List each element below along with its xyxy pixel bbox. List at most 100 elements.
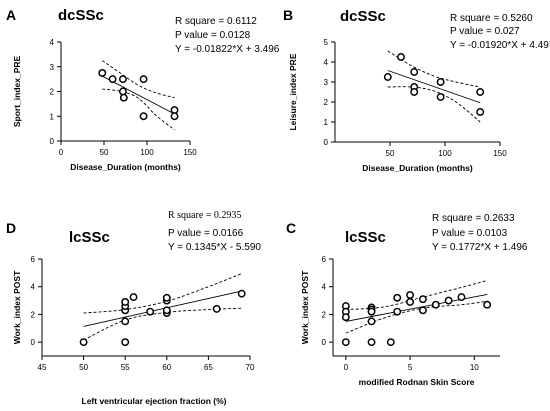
x-tick-label: 50 bbox=[79, 363, 88, 372]
ci-lower-band bbox=[83, 307, 242, 341]
data-point bbox=[436, 78, 445, 86]
stat-line: R square = 0.2935 bbox=[168, 210, 241, 221]
ci-upper-band bbox=[102, 60, 175, 99]
y-tick-label: 0 bbox=[50, 137, 55, 146]
panel-letter: A bbox=[6, 7, 16, 23]
x-axis-label: Left ventricular ejection fraction (%) bbox=[82, 396, 227, 406]
y-axis-label: Leisure_index PRE bbox=[288, 53, 298, 130]
stat-line: Y = 0.1772*X + 1.496 bbox=[432, 242, 528, 253]
y-tick-label: 4 bbox=[50, 38, 55, 47]
data-point bbox=[457, 293, 466, 302]
chart-title: lcSSc bbox=[69, 229, 110, 246]
data-point bbox=[393, 293, 402, 302]
data-point bbox=[406, 291, 415, 299]
data-point bbox=[79, 338, 88, 347]
data-point bbox=[410, 88, 419, 96]
x-axis-label: modified Rodnan Skin Score bbox=[359, 377, 475, 387]
panel-letter: B bbox=[283, 7, 293, 23]
x-tick-label: 50 bbox=[386, 149, 395, 158]
data-point bbox=[444, 296, 453, 305]
data-point bbox=[383, 73, 392, 81]
y-tick-label: 2 bbox=[324, 98, 329, 107]
data-point bbox=[418, 295, 427, 304]
data-point bbox=[170, 112, 179, 121]
y-tick-label: 5 bbox=[324, 38, 329, 47]
data-point bbox=[98, 68, 107, 77]
stat-line: P value = 0.027 bbox=[450, 26, 520, 37]
stat-line: Y = -0.01920*X + 4.497 bbox=[450, 40, 550, 51]
x-tick-label: 150 bbox=[493, 149, 507, 158]
data-point bbox=[367, 338, 376, 347]
data-point bbox=[476, 108, 485, 116]
data-point bbox=[162, 306, 171, 315]
data-point bbox=[436, 93, 445, 101]
data-point bbox=[121, 317, 130, 326]
chart-title: dcSSc bbox=[340, 8, 386, 25]
regression-line bbox=[83, 290, 242, 327]
regression-line bbox=[387, 70, 481, 104]
data-point bbox=[139, 75, 148, 84]
stat-line: Y = 0.1345*X - 5.590 bbox=[168, 242, 261, 253]
x-tick-label: 150 bbox=[183, 148, 197, 157]
data-point bbox=[476, 88, 485, 96]
data-point bbox=[108, 75, 117, 84]
y-tick-label: 3 bbox=[324, 78, 329, 87]
y-axis-label: Sport_index_PRE bbox=[12, 56, 22, 128]
stat-line: R square = 0.5260 bbox=[450, 13, 533, 24]
x-tick-label: 0 bbox=[344, 363, 349, 372]
data-point bbox=[431, 300, 440, 309]
x-tick-label: 55 bbox=[121, 363, 130, 372]
ci-upper-band bbox=[345, 280, 488, 311]
x-tick-label: 0 bbox=[59, 148, 64, 157]
y-tick-label: 2 bbox=[322, 310, 327, 319]
x-tick-label: 70 bbox=[246, 363, 255, 372]
data-point bbox=[121, 298, 130, 306]
data-point bbox=[118, 75, 127, 84]
data-point bbox=[393, 307, 402, 316]
y-tick-label: 1 bbox=[324, 118, 329, 127]
y-axis-label: Work_index POST bbox=[300, 270, 310, 344]
y-tick-label: 0 bbox=[31, 338, 36, 347]
data-point bbox=[146, 307, 155, 316]
data-point bbox=[118, 87, 127, 96]
x-tick-label: 60 bbox=[162, 363, 171, 372]
y-tick-label: 0 bbox=[324, 138, 329, 147]
data-point bbox=[341, 338, 350, 347]
data-point bbox=[483, 300, 492, 309]
stat-line: P value = 0.0128 bbox=[175, 30, 251, 41]
x-axis-label: Disease_Duration (months) bbox=[362, 163, 473, 173]
data-point bbox=[237, 289, 246, 298]
chart-title: lcSSc bbox=[345, 229, 386, 246]
x-tick-label: 10 bbox=[470, 363, 479, 372]
y-tick-label: 2 bbox=[50, 88, 55, 97]
y-tick-label: 2 bbox=[31, 310, 36, 319]
stat-line: P value = 0.0103 bbox=[432, 228, 508, 239]
data-point bbox=[121, 338, 130, 347]
x-axis-label: Disease_Duration (months) bbox=[70, 162, 181, 172]
data-point bbox=[212, 304, 221, 313]
stat-line: P value = 0.0166 bbox=[168, 228, 244, 239]
y-tick-label: 6 bbox=[322, 255, 327, 264]
x-tick-label: 5 bbox=[408, 363, 413, 372]
y-tick-label: 3 bbox=[50, 63, 55, 72]
data-point bbox=[129, 293, 138, 302]
y-tick-label: 0 bbox=[322, 338, 327, 347]
data-point bbox=[367, 307, 376, 316]
x-tick-label: 50 bbox=[100, 148, 109, 157]
stat-line: R square = 0.6112 bbox=[175, 16, 257, 27]
data-point bbox=[139, 112, 148, 121]
ci-upper-band bbox=[83, 273, 242, 314]
panel-letter: D bbox=[6, 220, 16, 236]
ci-upper-band bbox=[387, 50, 481, 88]
x-tick-label: 100 bbox=[438, 149, 452, 158]
data-point bbox=[162, 293, 171, 302]
data-point bbox=[410, 68, 419, 76]
data-point bbox=[406, 298, 415, 306]
data-point bbox=[418, 306, 427, 315]
ci-lower-band bbox=[387, 86, 481, 123]
x-tick-label: 45 bbox=[38, 363, 47, 372]
stat-line: Y = -0.01822*X + 3.496 bbox=[175, 44, 280, 55]
